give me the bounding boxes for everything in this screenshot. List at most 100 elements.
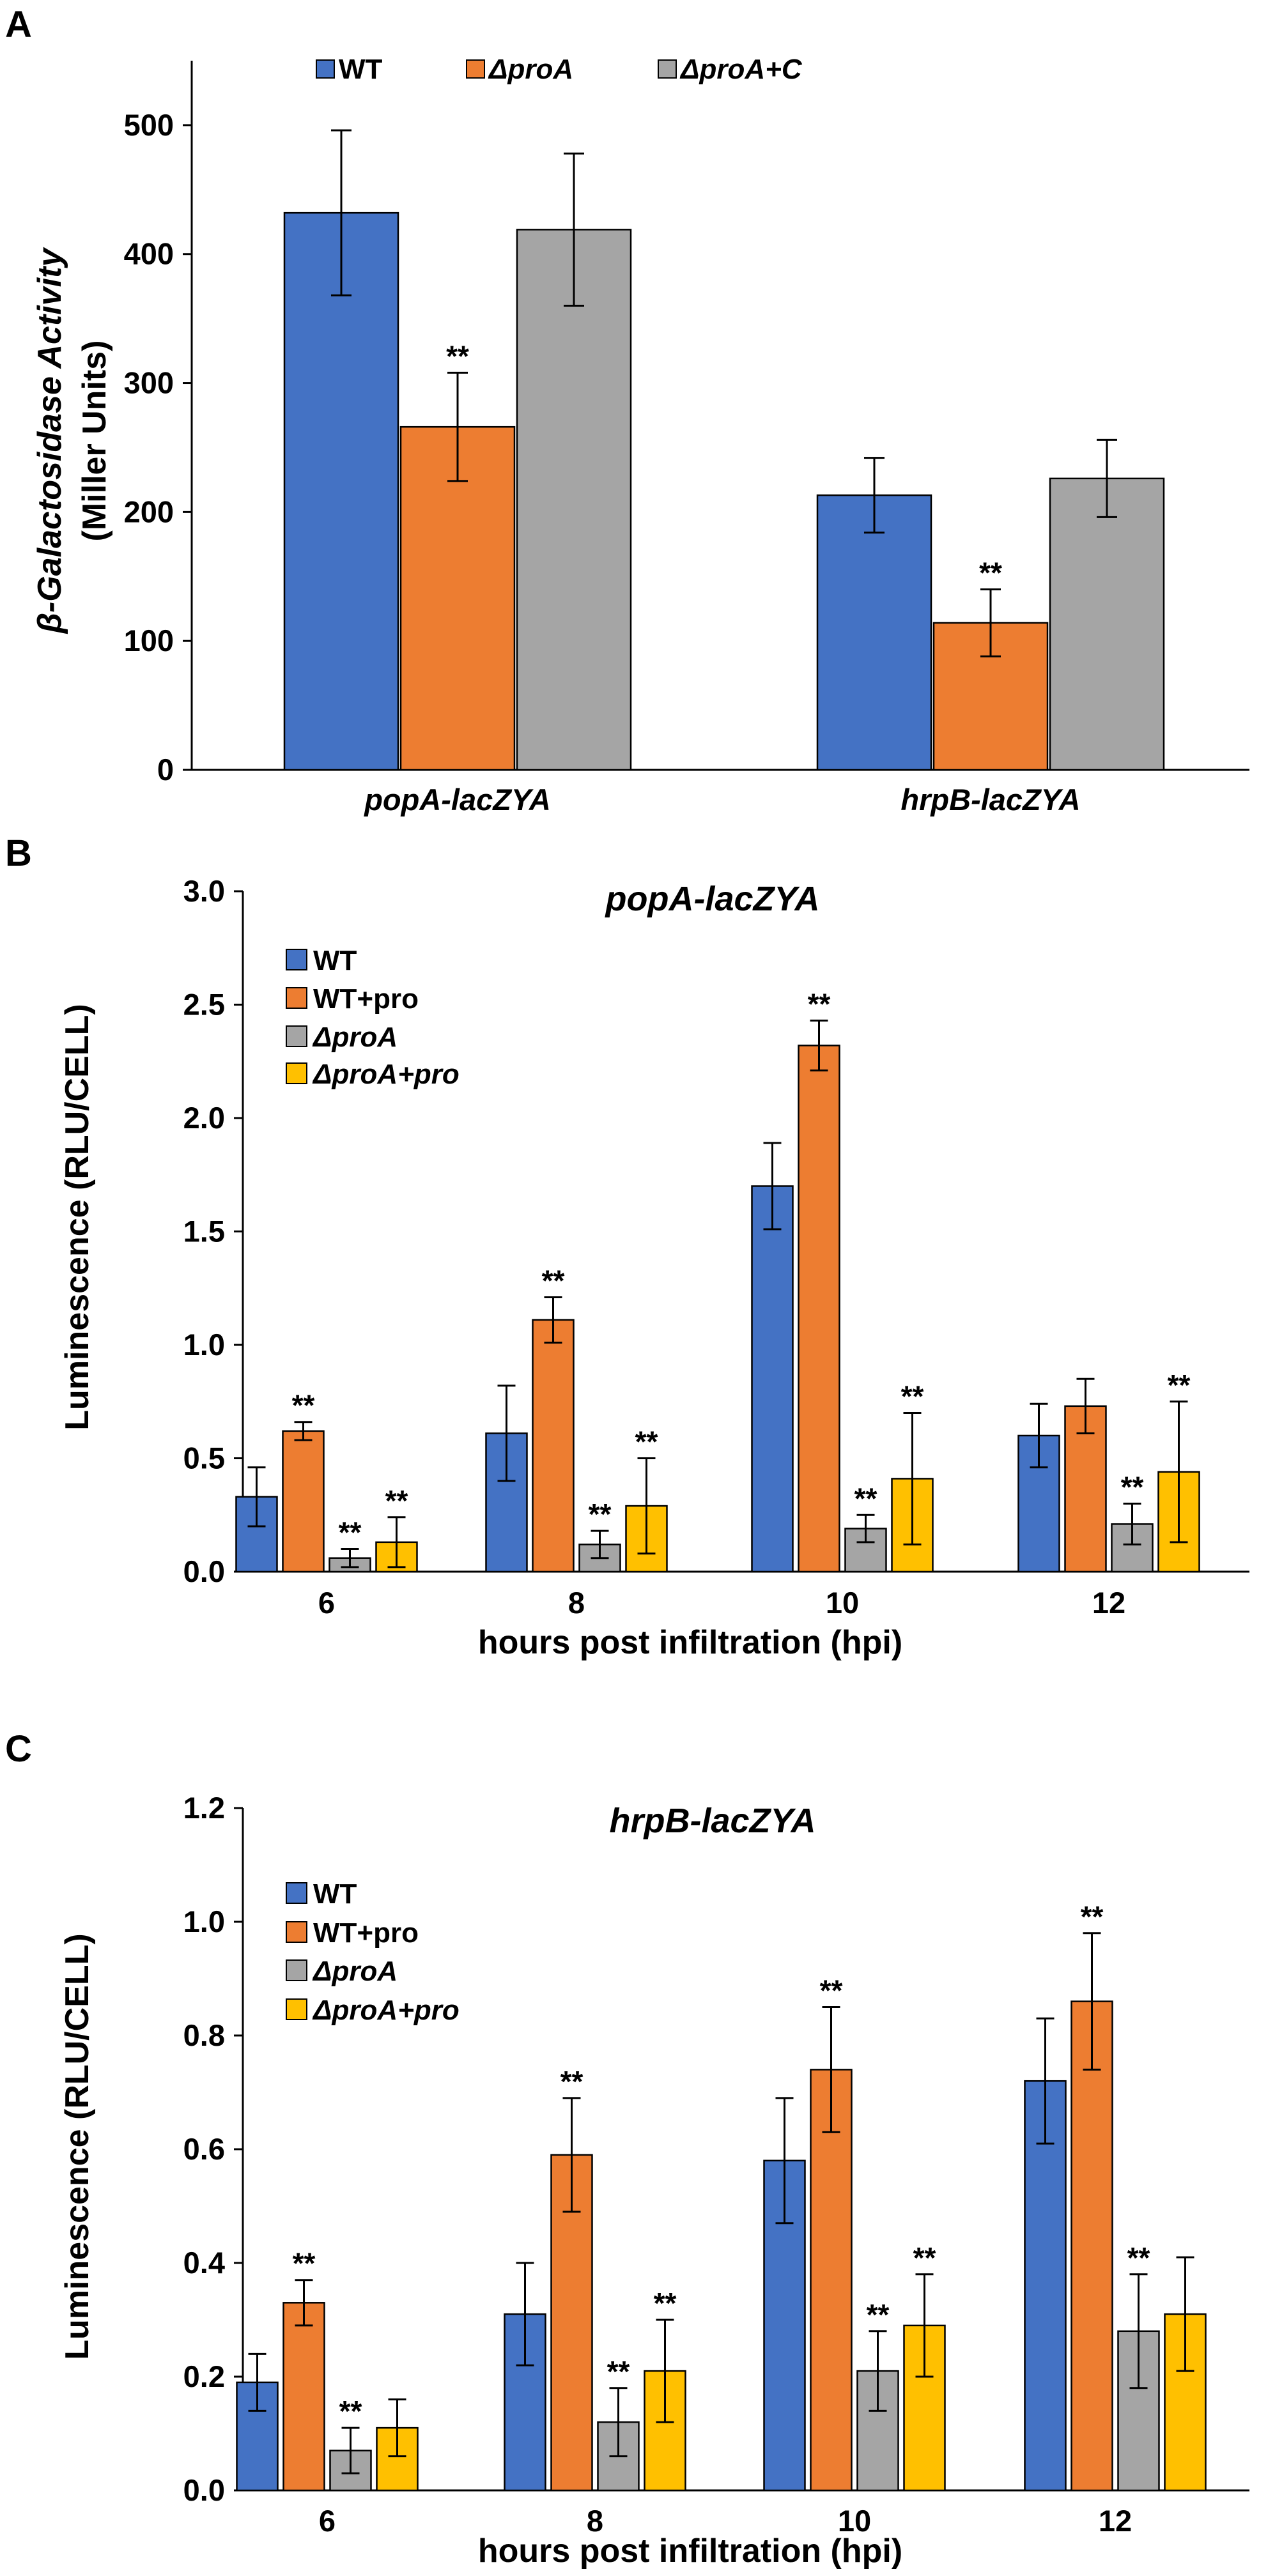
panel-c-significance-label: **: [867, 2298, 890, 2331]
panel-b-significance-label: **: [635, 1425, 658, 1459]
panel-a-ylabel: β-Galactosidase Activity (Miller Units): [31, 247, 113, 635]
panel-b-bar: [1111, 1523, 1154, 1573]
panel-c-category-label: 8: [587, 2504, 603, 2538]
panel-b-significance-label: **: [1168, 1368, 1191, 1402]
panel-c-xlabel: hours post infiltration (hpi): [478, 2533, 902, 2570]
panel-c-bar: [810, 2069, 853, 2492]
panel-c-legend-swatch: [286, 1882, 307, 1904]
panel-a-ytick-label: 100: [124, 624, 174, 657]
panel-b-significance-label: **: [542, 1264, 565, 1297]
panel-b-ytick-label: 0.0: [183, 1554, 225, 1588]
panel-c-ylabel: Luminescence (RLU/CELL): [59, 1933, 96, 2359]
panel-b-legend: WT WT+pro ΔproA ΔproA+pro: [286, 945, 460, 1090]
panel-b-ytick-label: 1.0: [183, 1328, 225, 1361]
panel-c-legend-label: WT+pro: [313, 1917, 419, 1949]
panel-a-ytick-label: 500: [124, 108, 174, 142]
panel-c-ytick-label: 0.8: [183, 2018, 225, 2052]
panel-b-letter: B: [5, 832, 32, 874]
panel-c-significance-label: **: [607, 2355, 630, 2388]
panel-a-bar: [283, 211, 399, 771]
panel-b-significance-label: **: [1121, 1471, 1144, 1504]
panel-b-bar: [751, 1185, 794, 1573]
panel-b-significance-label: **: [385, 1484, 408, 1517]
panel-c: C hrpB-lacZYA Luminescence (RLU/CELL) ho…: [5, 1728, 1249, 2570]
panel-b-category-label: 6: [318, 1586, 335, 1620]
panel-b-legend-label: WT+pro: [313, 983, 419, 1015]
panel-b-significance-label: **: [901, 1380, 924, 1413]
panel-a-ytick-label: 400: [124, 237, 174, 271]
panel-b-significance-label: **: [808, 987, 831, 1020]
panel-b-ytick-label: 3.0: [183, 874, 225, 908]
panel-b-legend-swatch: [286, 987, 307, 1009]
panel-c-ytick-label: 0.0: [183, 2473, 225, 2507]
panel-c-legend-label: ΔproA+pro: [312, 1995, 460, 2026]
panel-a-letter: A: [5, 4, 32, 45]
panel-c-significance-label: **: [820, 1974, 843, 2007]
panel-a-legend-swatch: [466, 59, 485, 79]
panel-a-ytick-label: 200: [124, 494, 174, 528]
panel-c-legend-label: ΔproA: [312, 1956, 398, 1987]
panel-c-bar: [1024, 2080, 1067, 2492]
panel-c-significance-label: **: [654, 2287, 677, 2320]
panel-c-ytick-label: 1.2: [183, 1791, 225, 1825]
panel-c-ytick-label: 0.2: [183, 2359, 225, 2393]
panel-c-legend-label: WT: [313, 1878, 357, 1910]
panel-b-legend-label: ΔproA+pro: [312, 1059, 460, 1090]
panel-b-legend-swatch: [286, 1025, 307, 1047]
panel-b-ylabel: Luminescence (RLU/CELL): [59, 1004, 96, 1430]
panel-c-bar: [282, 2302, 325, 2492]
panel-a-ylabel-line-2: (Miller Units): [76, 341, 113, 542]
panel-c-title: hrpB-lacZYA: [609, 1802, 815, 1840]
panel-a-legend-label: WT: [339, 54, 383, 85]
panel-b-bar: [532, 1319, 575, 1573]
panel-a-ylabel-line-1: β-Galactosidase Activity: [31, 247, 68, 635]
panel-b-ytick-label: 2.5: [183, 988, 225, 1022]
panel-c-ytick-label: 1.0: [183, 1905, 225, 1938]
panel-b-plot: 0.0 0.5 1.0 1.5 2.0 2.5 3.0 ** ** ** 6 ** ** ** 8 ** ** *…: [183, 874, 1249, 1620]
panel-a-legend-label: ΔproA: [488, 54, 573, 85]
panel-c-significance-label: **: [339, 2395, 362, 2428]
panel-b-bar: [235, 1496, 278, 1573]
panel-a-significance-label: **: [979, 556, 1002, 589]
panel-b-significance-label: **: [854, 1482, 877, 1515]
panel-b-title: popA-lacZYA: [605, 880, 820, 918]
panel-b-legend-swatch: [286, 1062, 307, 1084]
panel-c-legend-swatch: [286, 1921, 307, 1943]
panel-c-legend-swatch: [286, 1959, 307, 1981]
panel-a-bar: [399, 425, 516, 771]
panel-c-category-label: 12: [1099, 2504, 1132, 2538]
panel-a-legend-swatch: [316, 59, 335, 79]
panel-b-significance-label: **: [589, 1498, 612, 1531]
panel-a-category-label: hrpB-lacZYA: [900, 783, 1080, 816]
panel-c-letter: C: [5, 1728, 32, 1770]
panel-b-legend-swatch: [286, 949, 307, 970]
panel-a-category-label: popA-lacZYA: [363, 783, 551, 816]
panel-b-significance-label: **: [292, 1389, 315, 1422]
panel-a-legend: WT ΔproA ΔproA+C: [316, 54, 803, 85]
panel-b: B popA-lacZYA Luminescence (RLU/CELL) ho…: [5, 832, 1249, 1661]
panel-a-legend-swatch: [658, 59, 677, 79]
panel-c-significance-label: **: [1081, 1900, 1104, 1933]
panel-b-xlabel: hours post infiltration (hpi): [478, 1624, 902, 1661]
panel-c-category-label: 10: [838, 2504, 871, 2538]
panel-a-ytick-label: 0: [157, 753, 174, 786]
panel-c-significance-label: **: [1127, 2241, 1150, 2274]
panel-a: A β-Galactosidase Activity (Miller Units…: [5, 4, 1249, 816]
panel-a-plot: 0 100 200 300 400 500 ** popA-lacZYA ** hrpB-lacZ…: [124, 54, 1249, 816]
panel-a-bar: [1049, 477, 1165, 771]
panel-c-category-label: 6: [319, 2504, 336, 2538]
panel-b-legend-label: ΔproA: [312, 1022, 398, 1053]
panel-c-significance-label: **: [293, 2247, 316, 2280]
panel-a-significance-label: **: [446, 339, 469, 372]
panel-b-ytick-label: 0.5: [183, 1441, 225, 1475]
panel-c-significance-label: **: [560, 2065, 583, 2098]
panel-c-significance-label: **: [913, 2241, 936, 2274]
panel-c-plot: 0.0 0.2 0.4 0.6 0.8 1.0 1.2 ** ** 6 ** ** ** 8 ** ** ** 1…: [183, 1791, 1249, 2538]
panel-b-bar: [282, 1430, 325, 1573]
panel-b-ytick-label: 2.0: [183, 1101, 225, 1135]
panel-b-category-label: 8: [568, 1586, 585, 1620]
panel-b-category-label: 10: [826, 1586, 859, 1620]
panel-a-legend-label: ΔproA+C: [679, 54, 803, 85]
panel-c-ytick-label: 0.6: [183, 2132, 225, 2166]
